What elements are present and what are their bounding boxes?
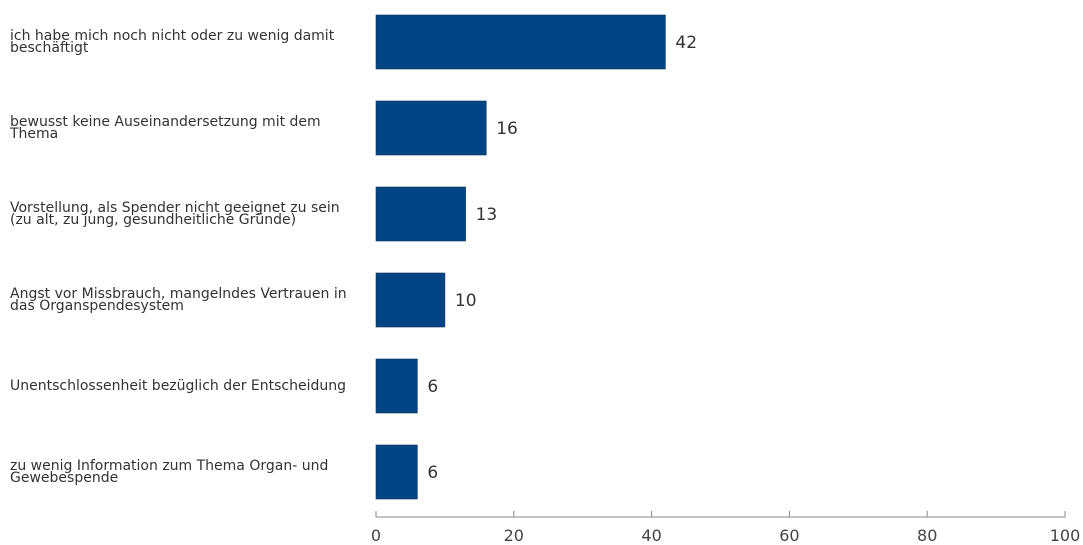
bar-1 xyxy=(375,100,487,156)
value-label-1: 16 xyxy=(496,119,518,139)
x-axis: 0 20 40 60 80 100 xyxy=(371,511,1080,545)
value-labels: 42 16 13 10 6 6 xyxy=(427,33,697,483)
bar-3 xyxy=(375,272,446,328)
x-tick-label-5: 100 xyxy=(1050,526,1081,545)
x-tick-label-3: 60 xyxy=(779,526,799,545)
x-tick-label-2: 40 xyxy=(641,526,661,545)
category-label-1: bewusst keine Auseinandersetzung mit dem… xyxy=(10,114,321,142)
value-label-0: 42 xyxy=(675,33,697,53)
value-label-5: 6 xyxy=(427,463,438,483)
value-label-2: 13 xyxy=(476,205,498,225)
x-tick-label-0: 0 xyxy=(371,526,381,545)
category-label-3: Angst vor Missbrauch, mangelndes Vertrau… xyxy=(10,286,347,314)
bar-5 xyxy=(375,444,418,500)
bar-0 xyxy=(375,14,666,70)
x-tick-label-4: 80 xyxy=(917,526,937,545)
value-label-3: 10 xyxy=(455,291,477,311)
category-label-5: zu wenig Information zum Thema Organ- un… xyxy=(10,458,329,486)
bar-2 xyxy=(375,186,466,242)
bar-4 xyxy=(375,358,418,414)
bars xyxy=(375,14,666,500)
x-tick-label-1: 20 xyxy=(504,526,524,545)
category-label-4: Unentschlossenheit bezüglich der Entsche… xyxy=(10,378,347,394)
category-label-2: Vorstellung, als Spender nicht geeignet … xyxy=(10,200,340,228)
value-label-4: 6 xyxy=(427,377,438,397)
category-label-0: ich habe mich noch nicht oder zu wenig d… xyxy=(10,28,335,56)
